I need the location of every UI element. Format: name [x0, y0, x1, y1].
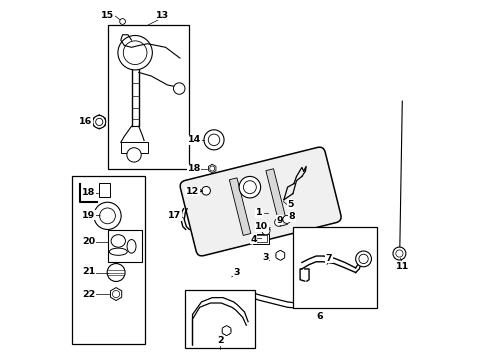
Circle shape: [107, 264, 125, 282]
Text: 6: 6: [316, 312, 323, 321]
Circle shape: [355, 251, 371, 267]
Text: 17: 17: [167, 211, 181, 220]
Polygon shape: [222, 325, 230, 336]
Circle shape: [126, 148, 141, 162]
FancyBboxPatch shape: [180, 147, 341, 256]
Text: 19: 19: [81, 211, 95, 220]
Circle shape: [112, 291, 120, 298]
Bar: [265, 169, 287, 226]
Text: 9: 9: [276, 216, 283, 225]
Bar: [99, 183, 110, 197]
Text: 13: 13: [155, 10, 168, 19]
Text: 14: 14: [188, 135, 201, 144]
Circle shape: [209, 166, 214, 171]
Ellipse shape: [109, 248, 127, 255]
Circle shape: [274, 219, 282, 226]
Ellipse shape: [127, 239, 136, 253]
Circle shape: [395, 250, 402, 257]
Circle shape: [118, 36, 152, 70]
Text: 7: 7: [325, 254, 331, 263]
Circle shape: [123, 41, 147, 64]
Circle shape: [120, 19, 125, 24]
Circle shape: [173, 83, 184, 94]
Circle shape: [202, 186, 210, 195]
Circle shape: [243, 181, 256, 194]
Circle shape: [262, 227, 269, 235]
Polygon shape: [275, 250, 284, 260]
Bar: [229, 178, 250, 235]
Text: 2: 2: [216, 336, 223, 345]
Bar: [185, 291, 255, 348]
Bar: [72, 176, 144, 344]
Circle shape: [96, 118, 102, 126]
Circle shape: [282, 216, 290, 224]
Circle shape: [100, 208, 115, 224]
Circle shape: [358, 254, 367, 264]
Text: 18: 18: [81, 188, 95, 197]
Polygon shape: [208, 164, 216, 173]
Circle shape: [93, 116, 105, 129]
Bar: [108, 230, 142, 262]
Text: 5: 5: [286, 200, 293, 209]
Text: 3: 3: [233, 268, 240, 277]
Text: 15: 15: [101, 10, 114, 19]
Text: 4: 4: [250, 235, 256, 244]
Circle shape: [208, 134, 219, 145]
Text: 8: 8: [288, 212, 295, 221]
Ellipse shape: [111, 235, 125, 247]
Circle shape: [222, 326, 230, 335]
Circle shape: [392, 247, 405, 260]
Text: 3: 3: [262, 253, 268, 262]
Circle shape: [276, 251, 284, 260]
Polygon shape: [93, 115, 105, 129]
Circle shape: [239, 176, 260, 198]
Text: 11: 11: [395, 262, 408, 271]
Bar: [252, 234, 268, 244]
Bar: [121, 142, 147, 153]
Polygon shape: [110, 288, 122, 301]
Bar: [254, 235, 267, 242]
Text: 22: 22: [81, 289, 95, 298]
Text: 10: 10: [255, 222, 268, 231]
Circle shape: [203, 130, 224, 150]
Text: 20: 20: [82, 237, 95, 246]
Bar: [107, 25, 188, 169]
Text: 21: 21: [81, 267, 95, 276]
Circle shape: [94, 202, 121, 229]
Text: 1: 1: [255, 208, 262, 217]
Text: 16: 16: [79, 117, 92, 126]
Text: 12: 12: [185, 187, 199, 196]
Bar: [292, 226, 376, 309]
Text: 18: 18: [187, 164, 201, 173]
